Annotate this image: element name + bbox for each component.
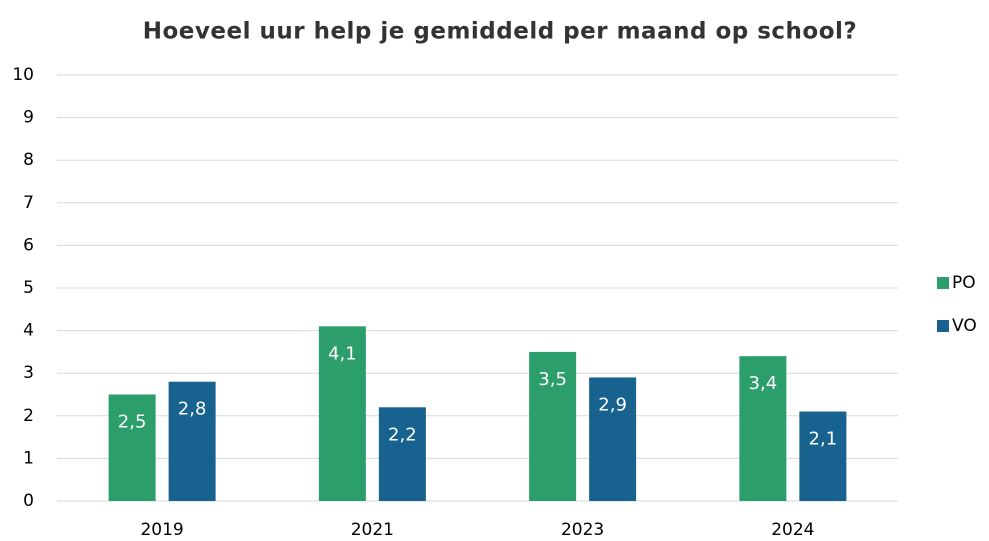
x-tick-label: 2019	[140, 520, 183, 540]
y-tick-label: 8	[23, 150, 34, 170]
bar	[799, 411, 847, 501]
y-tick-label: 3	[23, 363, 34, 383]
legend-swatch	[937, 320, 949, 332]
data-label: 2,8	[178, 399, 207, 420]
data-label: 2,2	[388, 424, 417, 445]
bar	[378, 407, 426, 501]
data-label: 2,9	[598, 394, 627, 415]
legend-swatch	[937, 277, 949, 289]
data-label: 4,1	[328, 343, 357, 364]
bar	[108, 394, 156, 501]
data-label: 3,5	[538, 369, 567, 390]
y-tick-label: 10	[12, 65, 34, 85]
data-label: 3,4	[749, 373, 778, 394]
y-tick-label: 1	[23, 448, 34, 468]
y-tick-label: 5	[23, 278, 34, 298]
x-tick-label: 2021	[351, 520, 394, 540]
chart-title: Hoeveel uur help je gemiddeld per maand …	[143, 19, 858, 45]
bar	[529, 351, 577, 501]
bar	[589, 377, 637, 501]
y-tick-label: 6	[23, 235, 34, 255]
data-label: 2,5	[118, 412, 147, 433]
bar	[168, 381, 216, 501]
data-label: 2,1	[809, 429, 838, 450]
y-tick-label: 9	[23, 108, 34, 128]
y-tick-label: 0	[23, 491, 34, 511]
legend-label: VO	[952, 316, 977, 336]
x-tick-label: 2024	[771, 520, 814, 540]
y-tick-label: 4	[23, 321, 34, 341]
x-tick-label: 2023	[561, 520, 604, 540]
legend-label: PO	[952, 273, 976, 293]
y-tick-label: 7	[23, 193, 34, 213]
bar	[318, 326, 366, 501]
bar	[739, 356, 787, 501]
y-tick-label: 2	[23, 406, 34, 426]
